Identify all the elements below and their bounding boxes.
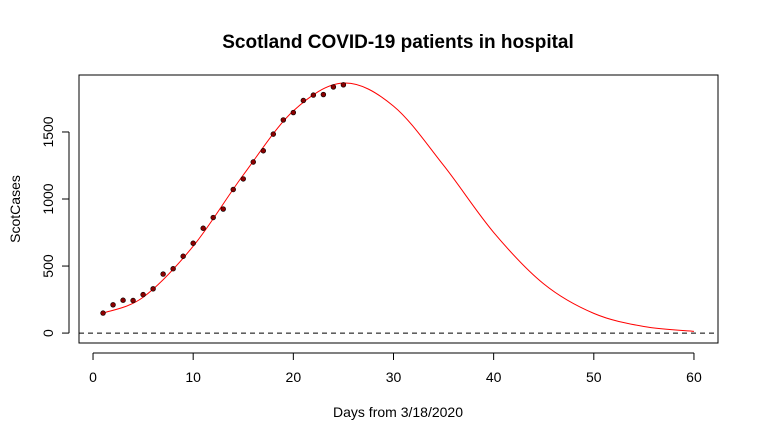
y-axis-label: ScotCases — [7, 175, 23, 243]
plot-area: 0 10 20 30 40 50 60 0 500 1000 1500 — [40, 74, 719, 385]
x-axis-label: Days from 3/18/2020 — [333, 404, 463, 420]
data-point — [270, 131, 277, 137]
data-point — [180, 253, 186, 259]
y-tick-label: 500 — [40, 254, 56, 278]
x-tick-label: 0 — [89, 369, 97, 385]
data-point — [340, 82, 347, 88]
data-point — [330, 84, 337, 90]
data-point — [130, 297, 136, 304]
data-point — [240, 176, 246, 182]
data-point — [100, 310, 106, 316]
x-tick-label: 60 — [686, 369, 702, 385]
data-point — [160, 271, 166, 277]
data-point — [310, 92, 317, 98]
y-tick-label: 1500 — [40, 116, 56, 147]
data-point — [280, 117, 287, 123]
data-point — [190, 240, 196, 246]
y-tick-label: 1000 — [40, 183, 56, 214]
data-point — [140, 291, 146, 298]
fitted-curve-line — [102, 82, 695, 332]
data-point — [200, 225, 206, 231]
data-point — [230, 186, 236, 193]
data-point — [170, 266, 176, 272]
chart-title: Scotland COVID-19 patients in hospital — [222, 32, 574, 53]
x-tick-label: 20 — [286, 369, 302, 385]
x-tick-label: 10 — [185, 369, 201, 385]
plot-frame — [78, 74, 719, 344]
y-tick-label: 0 — [40, 329, 56, 337]
data-point — [250, 159, 256, 165]
data-point — [120, 297, 126, 303]
x-tick-label: 30 — [386, 369, 402, 385]
data-point — [150, 286, 156, 292]
data-point — [320, 91, 327, 98]
data-point — [110, 302, 116, 308]
data-point — [300, 97, 307, 104]
data-point — [260, 148, 266, 154]
x-tick-label: 40 — [486, 369, 502, 385]
data-point — [290, 109, 297, 116]
data-point — [210, 214, 216, 221]
data-point — [220, 206, 226, 212]
x-tick-label: 50 — [586, 369, 602, 385]
